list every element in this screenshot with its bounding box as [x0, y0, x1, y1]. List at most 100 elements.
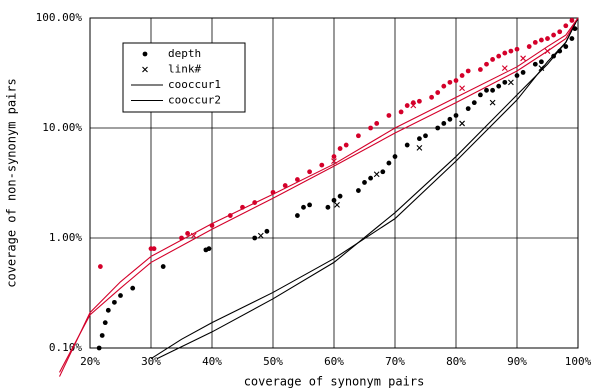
point	[557, 29, 563, 35]
point	[435, 90, 441, 95]
point	[392, 154, 398, 159]
point	[206, 246, 212, 252]
point	[417, 136, 422, 142]
point	[151, 246, 157, 252]
y-axis-label: coverage of non-synonym pairs	[5, 78, 19, 288]
point	[539, 37, 544, 43]
point	[307, 169, 312, 175]
point	[105, 307, 111, 313]
point	[417, 98, 422, 104]
point	[453, 113, 459, 118]
point	[447, 79, 453, 85]
point	[331, 154, 337, 159]
x-tick-label: 50%	[263, 355, 283, 368]
point	[252, 235, 258, 241]
line	[59, 17, 579, 377]
y-tick-label: 100.00%	[36, 11, 83, 24]
point	[563, 23, 569, 29]
point	[282, 183, 288, 188]
legend-label: cooccur2	[168, 94, 221, 107]
point	[478, 92, 483, 98]
point	[429, 94, 434, 100]
point	[490, 87, 495, 93]
line	[59, 17, 579, 373]
point	[478, 67, 483, 72]
point	[337, 193, 343, 199]
point	[532, 61, 538, 67]
point	[453, 78, 459, 83]
line	[150, 17, 579, 360]
point	[514, 73, 520, 78]
point	[257, 232, 264, 239]
x-tick-label: 20%	[80, 355, 100, 368]
point	[508, 48, 514, 54]
point	[459, 73, 465, 78]
y-tick-label: 1.00%	[49, 231, 82, 244]
point	[465, 68, 471, 74]
y-tick-label: 0.10%	[49, 341, 82, 354]
point	[99, 333, 105, 338]
point	[356, 188, 361, 193]
x-axis-label: coverage of synonym pairs	[244, 375, 425, 389]
legend-marker	[142, 51, 148, 57]
point	[380, 169, 386, 175]
point	[337, 146, 343, 151]
point	[502, 79, 508, 85]
point	[331, 197, 337, 203]
x-tick-label: 60%	[324, 355, 344, 368]
point	[404, 142, 410, 148]
point	[97, 264, 103, 269]
x-tick-label: 90%	[507, 355, 527, 368]
point	[319, 162, 325, 168]
point	[368, 175, 373, 181]
point	[185, 231, 191, 236]
point	[96, 345, 102, 351]
point	[356, 133, 361, 139]
line	[156, 17, 579, 360]
point	[264, 228, 270, 234]
point	[295, 213, 300, 218]
point	[569, 18, 575, 23]
point	[520, 55, 526, 62]
point	[301, 204, 306, 210]
point	[398, 109, 404, 115]
point	[441, 121, 447, 126]
point	[441, 83, 447, 89]
point	[514, 46, 520, 52]
point	[539, 59, 544, 65]
point	[295, 177, 300, 182]
point	[102, 320, 108, 326]
point	[459, 85, 465, 92]
point	[373, 171, 380, 178]
point	[484, 61, 489, 67]
point	[423, 133, 428, 139]
legend-label: cooccur1	[168, 78, 221, 91]
point	[160, 264, 166, 269]
x-tick-label: 100%	[565, 355, 592, 368]
point	[334, 201, 340, 208]
y-tick-label: 10.00%	[42, 121, 82, 134]
point	[520, 70, 526, 75]
point	[416, 144, 423, 151]
point	[465, 106, 471, 112]
point	[496, 53, 502, 59]
point	[532, 40, 538, 45]
point	[307, 202, 312, 208]
x-tick-label: 40%	[202, 355, 222, 368]
point	[386, 160, 392, 166]
point	[501, 65, 508, 72]
point	[489, 99, 496, 106]
point	[130, 285, 136, 291]
point	[374, 121, 380, 126]
point	[502, 50, 508, 56]
point	[471, 100, 477, 106]
x-tick-label: 30%	[141, 355, 161, 368]
point	[343, 142, 349, 148]
point	[508, 79, 514, 86]
point	[447, 116, 453, 122]
point	[545, 36, 550, 41]
x-tick-label: 70%	[385, 355, 405, 368]
point	[526, 44, 532, 49]
point	[325, 204, 331, 210]
